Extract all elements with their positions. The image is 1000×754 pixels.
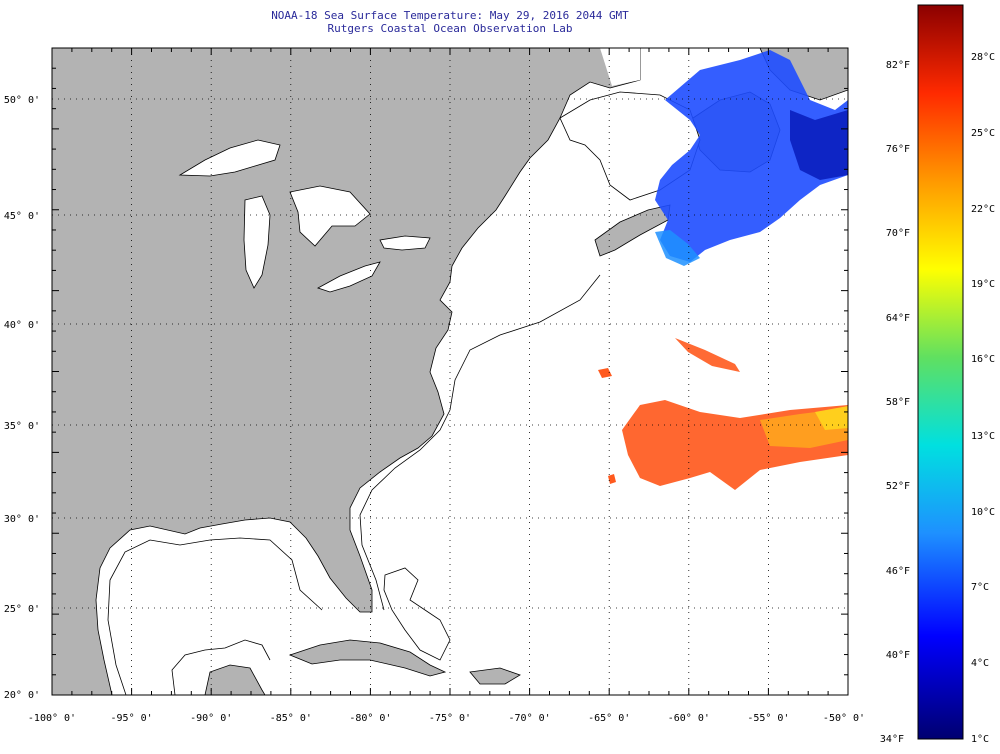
lon-label: -70° 0' (509, 713, 551, 724)
colorbar-c-label: 10°C (971, 507, 995, 518)
colorbar-f-label: 58°F (886, 397, 910, 408)
lake-erie (317, 261, 381, 293)
colorbar-f-label: 82°F (886, 60, 910, 71)
lat-label: 30° 0' (4, 514, 40, 525)
colorbar-f-label: 52°F (886, 481, 910, 492)
sst-warm-edge (815, 406, 848, 430)
colorbar-c-label: 25°C (971, 128, 995, 139)
colorbar-c-label: 16°C (971, 354, 995, 365)
colorbar-f-label: 40°F (886, 650, 910, 661)
colorbar-c-label: 22°C (971, 204, 995, 215)
sst-warm-dot-2 (608, 474, 616, 484)
land-yucatan (204, 664, 266, 695)
lat-label: 45° 0' (4, 211, 40, 222)
colorbar-c-label: 4°C (971, 658, 989, 669)
lat-label: 40° 0' (4, 320, 40, 331)
lat-label: 35° 0' (4, 421, 40, 432)
colorbar (917, 4, 964, 740)
colorbar-f-label: 34°F (880, 734, 904, 745)
lake-ontario (379, 235, 431, 251)
lon-label: -50° 0' (823, 713, 865, 724)
lake-huron (289, 185, 371, 247)
colorbar-c-label: 13°C (971, 431, 995, 442)
lat-label: 25° 0' (4, 604, 40, 615)
lon-label: -80° 0' (349, 713, 391, 724)
colorbar-celsius-labels: 28°C 25°C 22°C 19°C 16°C 13°C 10°C 7°C 4… (971, 52, 995, 745)
colorbar-f-label: 70°F (886, 228, 910, 239)
colorbar-fahrenheit-labels: 82°F 76°F 70°F 64°F 58°F 52°F 46°F 40°F … (880, 60, 910, 745)
shelf-contour-gulf (107, 537, 323, 695)
colorbar-c-label: 19°C (971, 279, 995, 290)
lon-label: -60° 0' (668, 713, 710, 724)
bahamas-banks (383, 567, 451, 661)
colorbar-f-label: 76°F (886, 144, 910, 155)
colorbar-f-label: 46°F (886, 566, 910, 577)
lon-label: -90° 0' (190, 713, 232, 724)
lon-label: -75° 0' (429, 713, 471, 724)
lake-michigan (243, 195, 271, 289)
colorbar-c-label: 7°C (971, 582, 989, 593)
graticule (52, 48, 848, 695)
colorbar-f-label: 64°F (886, 313, 910, 324)
axis-ticks (51, 47, 849, 696)
lat-label: 50° 0' (4, 95, 40, 106)
colorbar-c-label: 1°C (971, 734, 989, 745)
lon-label: -100° 0' (28, 713, 76, 724)
sst-warm-streak (675, 338, 740, 372)
land-cuba (288, 639, 447, 677)
lon-label: -95° 0' (111, 713, 153, 724)
sst-cold-region-dark (790, 110, 848, 180)
lake-superior (178, 139, 281, 177)
lon-label: -65° 0' (588, 713, 630, 724)
hudson-strait (600, 48, 640, 86)
sst-warm-dot (598, 368, 612, 378)
lon-label: -55° 0' (747, 713, 789, 724)
map-subtitle: Rutgers Coastal Ocean Observation Lab (327, 22, 573, 35)
sst-cold-region (655, 50, 848, 262)
sst-cold-fringe (655, 230, 700, 266)
land-hispaniola (469, 667, 521, 685)
longitude-labels: -100° 0' -95° 0' -90° 0' -85° 0' -80° 0'… (28, 713, 865, 724)
latitude-labels: 50° 0' 45° 0' 40° 0' 35° 0' 30° 0' 25° 0… (4, 95, 40, 701)
gulf-inner-contour (171, 639, 271, 695)
colorbar-c-label: 28°C (971, 52, 995, 63)
lon-label: -85° 0' (270, 713, 312, 724)
lat-label: 20° 0' (4, 690, 40, 701)
map-title: NOAA-18 Sea Surface Temperature: May 29,… (271, 9, 629, 22)
shelf-contour-east (359, 274, 601, 611)
